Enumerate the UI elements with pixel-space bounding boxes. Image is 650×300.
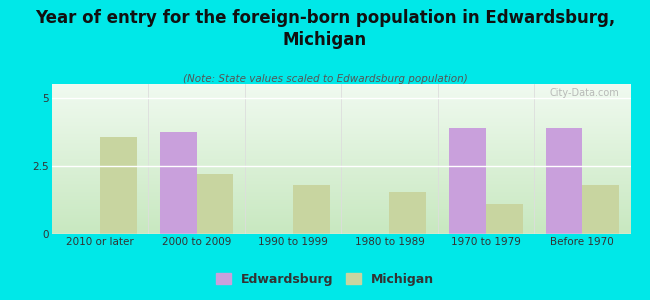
Bar (160, 132, 196, 234)
Text: City-Data.com: City-Data.com (549, 88, 619, 98)
Bar (582, 185, 619, 234)
Bar (100, 137, 137, 234)
Bar (196, 174, 233, 234)
Bar (293, 185, 330, 234)
Bar (486, 204, 523, 234)
Bar (449, 128, 486, 234)
Legend: Edwardsburg, Michigan: Edwardsburg, Michigan (211, 268, 439, 291)
Bar (389, 192, 426, 234)
Bar (545, 128, 582, 234)
Text: (Note: State values scaled to Edwardsburg population): (Note: State values scaled to Edwardsbur… (183, 74, 467, 83)
Text: Year of entry for the foreign-born population in Edwardsburg,
Michigan: Year of entry for the foreign-born popul… (35, 9, 615, 49)
